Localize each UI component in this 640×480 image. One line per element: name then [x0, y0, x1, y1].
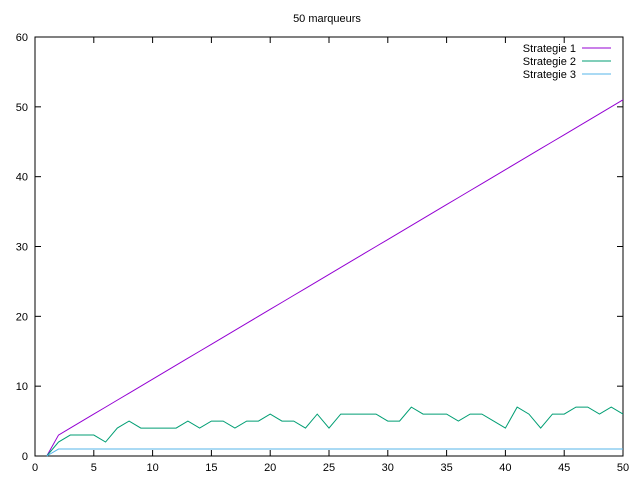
x-tick-label: 10 [146, 462, 158, 474]
chart-title: 50 marqueurs [293, 13, 361, 25]
series-line-1 [46, 99, 624, 457]
x-tick-label: 30 [382, 462, 394, 474]
y-tick-label: 50 [16, 102, 28, 114]
x-tick-label: 15 [205, 462, 217, 474]
y-tick-label: 30 [16, 242, 28, 254]
legend-label-3: Strategie 3 [523, 69, 576, 81]
series-lines [46, 99, 624, 457]
legend-label-1: Strategie 1 [523, 43, 576, 55]
x-tick-label: 40 [499, 462, 511, 474]
y-tick-label: 0 [22, 451, 28, 463]
x-tick-label: 35 [440, 462, 452, 474]
x-tick-label: 25 [323, 462, 335, 474]
y-tick-label: 40 [16, 172, 28, 184]
x-tick-label: 0 [32, 462, 38, 474]
axis-ticks: 0 5 10 15 20 25 30 35 40 45 50 0 10 20 30 40 50 60 [16, 32, 629, 474]
y-tick-label: 20 [16, 311, 28, 323]
plot-frame [34, 36, 624, 457]
x-tick-label: 20 [264, 462, 276, 474]
series-line-3 [46, 448, 623, 457]
y-tick-label: 10 [16, 381, 28, 393]
series-line-2 [46, 406, 624, 457]
legend-label-2: Strategie 2 [523, 56, 576, 68]
x-tick-label: 45 [558, 462, 570, 474]
x-tick-label: 5 [91, 462, 97, 474]
x-tick-label: 50 [617, 462, 629, 474]
y-tick-label: 60 [16, 32, 28, 44]
